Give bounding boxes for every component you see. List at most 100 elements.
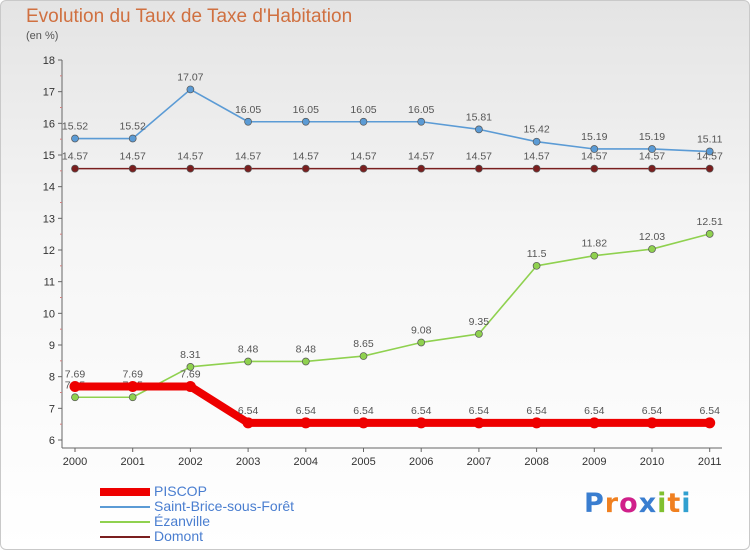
legend-swatch xyxy=(100,536,150,538)
data-label: 6.54 xyxy=(642,405,663,417)
data-point xyxy=(359,352,368,360)
data-label: 9.08 xyxy=(411,324,432,336)
data-point xyxy=(244,117,252,126)
data-label: 14.57 xyxy=(293,151,319,163)
data-point xyxy=(244,164,252,173)
legend-label: Domont xyxy=(154,528,204,544)
data-point xyxy=(532,164,541,173)
data-point xyxy=(301,164,310,173)
data-label: 11.5 xyxy=(527,248,547,260)
data-label: 9.35 xyxy=(469,316,490,328)
data-point xyxy=(184,380,196,392)
logo-letter: P xyxy=(584,488,605,519)
data-label: 14.57 xyxy=(697,151,723,163)
data-label: 8.48 xyxy=(296,343,317,355)
data-point xyxy=(648,164,656,173)
data-point xyxy=(415,417,427,429)
data-label: 6.54 xyxy=(699,405,720,417)
y-tick-label: 9 xyxy=(49,340,55,352)
logo-letter: o xyxy=(619,488,639,519)
data-point xyxy=(590,145,599,153)
data-point xyxy=(186,164,195,173)
legend-swatch xyxy=(100,506,150,508)
data-point xyxy=(475,330,483,338)
data-label: 15.11 xyxy=(697,134,723,146)
data-label: 16.05 xyxy=(235,104,261,116)
x-tick-label: 2009 xyxy=(582,456,606,468)
data-point xyxy=(705,164,714,173)
y-tick-label: 13 xyxy=(43,213,55,225)
data-point xyxy=(588,417,600,429)
legend-label: PISCOP xyxy=(154,483,207,499)
data-point xyxy=(301,117,310,126)
data-point xyxy=(359,117,368,126)
data-point xyxy=(473,417,485,429)
data-label: 14.57 xyxy=(466,151,492,163)
data-label: 6.54 xyxy=(411,405,432,417)
data-label: 16.05 xyxy=(293,104,319,116)
data-label: 8.48 xyxy=(238,343,259,355)
data-label: 6.54 xyxy=(526,405,547,417)
legend-item: Ézanville xyxy=(100,513,400,529)
x-tick-label: 2011 xyxy=(698,456,722,468)
data-point xyxy=(127,380,139,392)
x-tick-label: 2007 xyxy=(467,456,491,468)
legend-swatch xyxy=(100,488,150,496)
data-label: 14.57 xyxy=(408,151,434,163)
logo-letter: i xyxy=(657,488,668,519)
data-label: 16.05 xyxy=(350,104,376,116)
data-point xyxy=(244,357,252,366)
y-tick-label: 18 xyxy=(43,55,55,67)
data-label: 15.19 xyxy=(639,131,665,143)
data-label: 8.65 xyxy=(353,338,374,350)
data-label: 14.57 xyxy=(62,151,88,163)
data-point xyxy=(648,245,656,253)
data-point xyxy=(71,164,79,173)
legend-item: Domont xyxy=(100,528,400,544)
x-tick-label: 2004 xyxy=(294,456,318,468)
data-label: 15.19 xyxy=(581,131,607,143)
data-label: 7.69 xyxy=(122,368,143,380)
data-point xyxy=(358,417,369,429)
x-tick-label: 2001 xyxy=(120,456,144,468)
data-label: 7.69 xyxy=(65,368,86,380)
data-label: 12.03 xyxy=(639,231,665,243)
data-label: 16.05 xyxy=(408,104,434,116)
data-label: 14.57 xyxy=(581,151,607,163)
legend-item: PISCOP xyxy=(100,483,400,499)
data-point xyxy=(590,251,599,260)
data-point xyxy=(71,393,79,402)
data-point xyxy=(704,417,716,429)
data-label: 6.54 xyxy=(238,405,259,417)
data-point xyxy=(532,261,541,270)
data-label: 12.51 xyxy=(697,216,723,228)
data-label: 14.57 xyxy=(523,151,549,163)
y-tick-label: 14 xyxy=(43,182,55,194)
data-point xyxy=(532,137,541,146)
chart-title: Evolution du Taux de Taxe d'Habitation xyxy=(26,6,353,27)
data-label: 14.57 xyxy=(350,151,376,163)
data-point xyxy=(417,164,426,173)
legend-label: Ézanville xyxy=(154,513,211,529)
data-point xyxy=(242,417,254,429)
legend-item: Saint-Brice-sous-Forêt xyxy=(100,498,400,514)
legend-swatch xyxy=(100,521,150,523)
data-point xyxy=(475,164,483,173)
data-point xyxy=(128,393,137,402)
x-tick-label: 2005 xyxy=(351,456,375,468)
data-label: 6.54 xyxy=(584,405,605,417)
y-tick-label: 17 xyxy=(43,87,55,99)
x-tick-label: 2003 xyxy=(236,456,260,468)
series-line-piscop xyxy=(71,382,714,427)
x-tick-label: 2002 xyxy=(178,456,202,468)
data-point xyxy=(186,85,195,94)
data-point xyxy=(300,417,312,429)
series-line--zanville xyxy=(74,233,711,399)
y-tick-label: 7 xyxy=(49,403,55,415)
data-label: 15.52 xyxy=(62,121,88,133)
data-label: 6.54 xyxy=(469,405,490,417)
data-point xyxy=(646,417,658,429)
data-point xyxy=(359,164,368,173)
line-chart: 6 7 8 9 10 11 12 13 14 15 16 17 18 2000 2001 2002 2003 20… xyxy=(43,55,723,468)
proxiti-logo: Proxiti xyxy=(584,488,692,519)
